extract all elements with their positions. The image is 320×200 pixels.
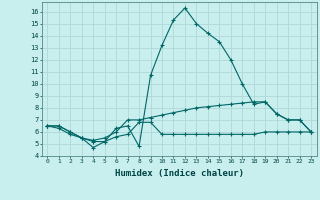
- X-axis label: Humidex (Indice chaleur): Humidex (Indice chaleur): [115, 169, 244, 178]
